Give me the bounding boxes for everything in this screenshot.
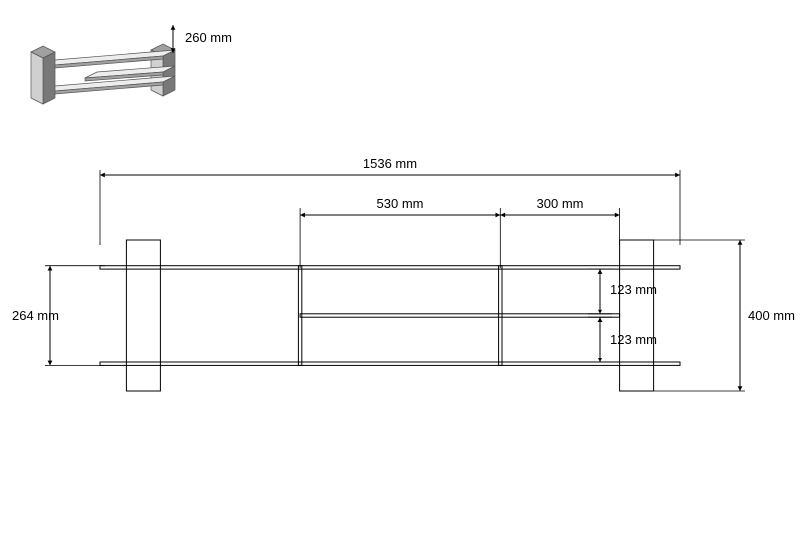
dim-400: 400 mm bbox=[748, 308, 795, 323]
depth-label: 260 mm bbox=[185, 30, 232, 45]
dim-overall-width: 1536 mm bbox=[363, 156, 417, 171]
front-view: 1536 mm 530 mm 300 mm 264 mm bbox=[12, 156, 795, 391]
dim-123-top: 123 mm bbox=[610, 282, 657, 297]
thumbnail-isometric: 260 mm bbox=[31, 25, 232, 104]
dim-123-bot: 123 mm bbox=[610, 332, 657, 347]
technical-drawing: 260 mm 1536 mm 530 mm 300 mm bbox=[0, 0, 800, 533]
dim-530: 530 mm bbox=[377, 196, 424, 211]
dim-300: 300 mm bbox=[537, 196, 584, 211]
dim-264: 264 mm bbox=[12, 308, 59, 323]
